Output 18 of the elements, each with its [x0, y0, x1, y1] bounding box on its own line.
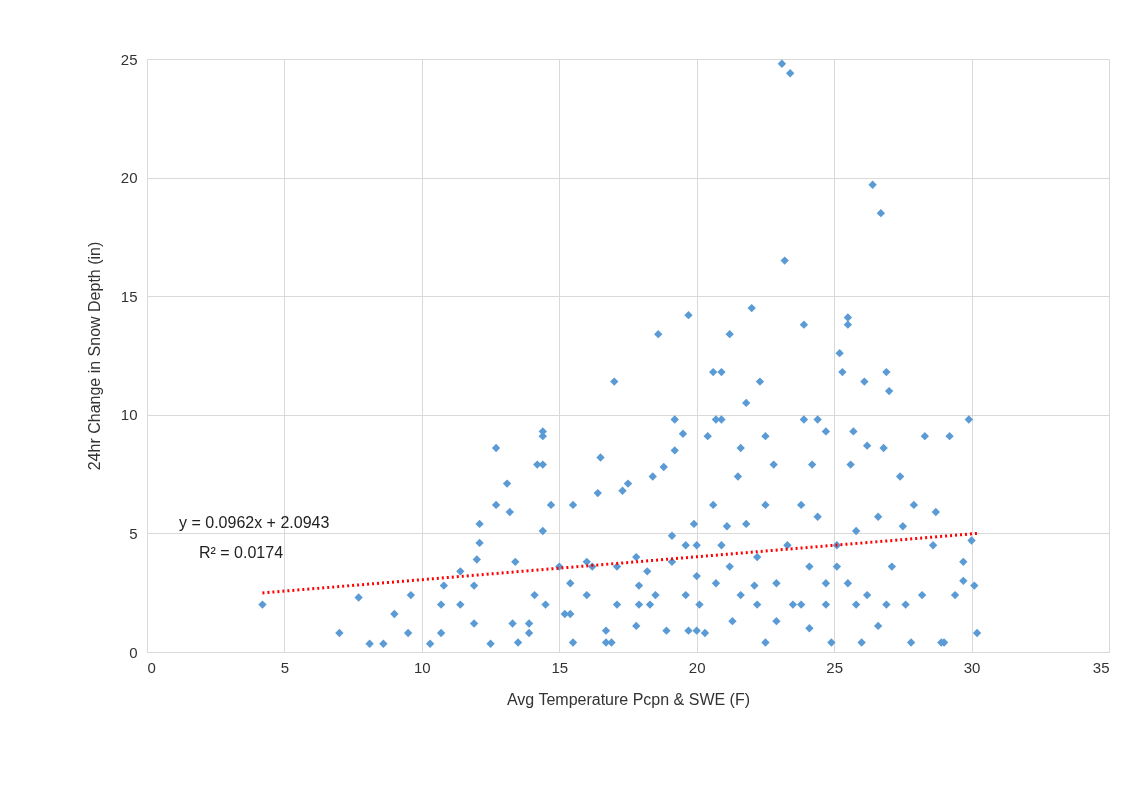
x-tick-label: 25	[826, 658, 843, 676]
x-tick-label: 10	[414, 658, 431, 676]
x-tick-label: 0	[147, 658, 156, 676]
x-tick-label: 35	[1092, 658, 1110, 676]
x-tick-label: 30	[963, 658, 981, 676]
x-axis-title: Avg Temperature Pcpn & SWE (F)	[506, 690, 751, 708]
y-tick-label: 25	[120, 50, 138, 68]
annotation: y = 0.0962x + 2.0943	[179, 514, 330, 531]
y-tick-label: 5	[129, 524, 138, 542]
y-tick-label: 0	[129, 643, 138, 661]
x-tick-label: 15	[551, 658, 569, 676]
annotation: R² = 0.0174	[199, 544, 284, 561]
y-tick-label: 15	[120, 287, 138, 305]
y-axis-title: 24hr Change in Snow Depth (in)	[85, 241, 103, 471]
x-tick-label: 20	[688, 658, 706, 676]
y-tick-label: 20	[120, 169, 138, 187]
y-tick-label: 10	[120, 406, 138, 424]
x-tick-label: 5	[280, 658, 290, 676]
